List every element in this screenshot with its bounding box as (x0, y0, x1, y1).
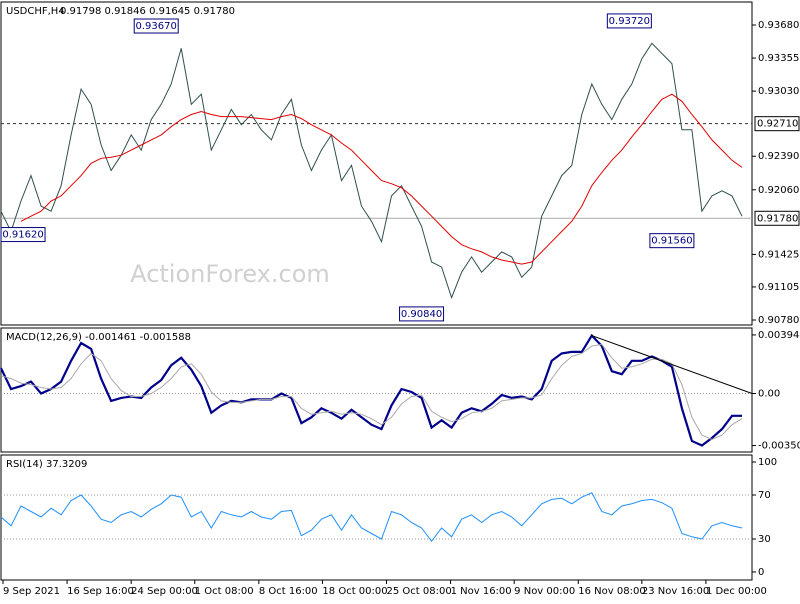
y-tick-label: 100 (758, 457, 777, 468)
x-tick-label: 8 Oct 16:00 (259, 586, 318, 597)
y-tick-label: 0.00 (758, 388, 780, 399)
annotation-box (0, 227, 46, 243)
annotation: 0.90840 (401, 309, 442, 320)
y-tick-label: 0.003944 (758, 330, 800, 341)
series-line (0, 42, 743, 300)
series-line (20, 93, 743, 265)
annotation-box (649, 233, 695, 249)
y-tick-label: 0.93030 (758, 86, 799, 97)
panel-subtitle: 0.91798 0.91846 0.91645 0.91780 (60, 6, 235, 17)
y-tick-label: 0.93680 (758, 20, 799, 31)
series-line (0, 343, 743, 441)
y-tick-label: 0.91425 (758, 249, 799, 260)
y-tick-label: 0.92390 (758, 151, 799, 162)
y-tick-label: 0.91105 (758, 282, 799, 293)
panel-frame (0, 327, 753, 453)
panel-title: MACD(12,26,9) -0.001461 -0.001588 (6, 332, 191, 343)
y-tick-label: 0 (758, 567, 764, 578)
series-line (0, 492, 743, 543)
y-tick-label: 30 (758, 534, 771, 545)
annotation: 0.93720 (609, 16, 650, 27)
x-tick-label: 18 Oct 00:00 (322, 586, 387, 597)
trendline (591, 335, 753, 394)
x-tick-label: 16 Sep 16:00 (67, 586, 134, 597)
y-tick-label: -0.003506 (758, 441, 800, 452)
price-label-box (754, 116, 800, 132)
y-tick-label: 0.90780 (758, 315, 799, 326)
annotation: 0.93670 (136, 21, 177, 32)
x-tick-label: 1 Dec 00:00 (706, 586, 767, 597)
y-tick-label: 0.93355 (758, 53, 799, 64)
y-tick-label: 0.92060 (758, 185, 799, 196)
panel-title: RSI(14) 37.3209 (6, 459, 87, 470)
annotation-box (399, 306, 445, 322)
annotation: 0.91620 (2, 230, 43, 241)
x-tick-label: 16 Nov 08:00 (578, 586, 645, 597)
x-tick-label: 1 Nov 16:00 (451, 586, 512, 597)
panel-title: USDCHF,H4 (6, 6, 65, 17)
y-tick-label: 70 (758, 490, 771, 501)
watermark: ActionForex.com (130, 260, 330, 288)
x-tick-label: 9 Nov 00:00 (514, 586, 575, 597)
x-tick-label: 23 Nov 16:00 (642, 586, 709, 597)
x-tick-label: 1 Oct 08:00 (195, 586, 254, 597)
price-label: 0.91780 (757, 213, 798, 224)
x-tick-label: 9 Sep 2021 (3, 586, 60, 597)
x-tick-label: 25 Oct 08:00 (387, 586, 452, 597)
price-label-box (754, 210, 800, 226)
x-tick-label: 24 Sep 00:00 (131, 586, 198, 597)
price-label: 0.92710 (757, 119, 798, 130)
annotation: 0.91560 (651, 236, 692, 247)
series-line (0, 333, 742, 447)
panel-frame (0, 1, 753, 326)
annotation-box (606, 13, 652, 29)
annotation-box (133, 18, 179, 34)
